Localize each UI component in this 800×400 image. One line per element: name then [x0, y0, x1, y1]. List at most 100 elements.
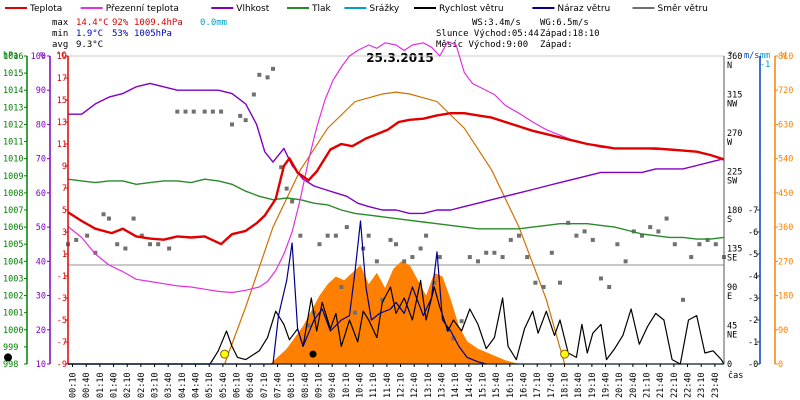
axis-title-time: čas [728, 370, 743, 381]
tick-label-time: 15:10 [479, 372, 489, 398]
wind-dir-point [533, 280, 538, 285]
tick-label-hpa: 998 [3, 360, 18, 370]
tick-label-hpa: 1010 [3, 155, 23, 165]
axes: 9989991000100110021003100410051006100710… [3, 52, 793, 398]
tick-label-time: 10:10 [342, 372, 352, 398]
tick-label-hpa: 1006 [3, 223, 23, 233]
wind-dir-point [101, 212, 106, 217]
tick-label-pct: 60 [36, 189, 46, 199]
tick-label-pct: 50 [36, 223, 46, 233]
wind-dir-point [476, 259, 480, 264]
stats-sun-set: Západ:18:10 [540, 29, 600, 39]
wind-dir-point [353, 310, 357, 315]
series-line [68, 279, 725, 365]
tick-label-w: 270 [778, 257, 793, 267]
stats-min-press: 1005hPa [134, 29, 172, 39]
tick-label-time: 18:40 [574, 372, 584, 398]
stats-sun: Slunce Východ:05:44 [436, 29, 539, 39]
tick-label-time: 22:10 [670, 372, 680, 398]
tick-label-time: 01:10 [96, 372, 106, 398]
wind-dir-point [672, 242, 677, 247]
wind-dir-point [713, 242, 718, 247]
series-sun-arc [224, 91, 566, 365]
tick-label-w: 630 [778, 120, 793, 130]
wind-dir-point [689, 255, 694, 260]
wind-dir-point [664, 216, 669, 221]
wind-dir-point [388, 237, 393, 242]
tick-label-deg: 180 [727, 206, 742, 216]
tick-label-hpa: 1004 [3, 257, 23, 267]
tick-label-time: 13:10 [424, 372, 434, 398]
tick-label-hpa: 1002 [3, 292, 23, 302]
wind-dir-point [210, 109, 215, 114]
wind-dir-point [344, 225, 349, 230]
tick-label-deg: 360 [727, 52, 742, 62]
wind-dir-point [432, 280, 437, 285]
wind-dir-point [582, 229, 587, 234]
tick-label-time: 12:40 [410, 372, 420, 398]
wind-dir-point [317, 242, 322, 247]
axis-title-hpa: hPa [3, 51, 18, 61]
tick-label-hpa: 1005 [3, 240, 23, 250]
tick-label-time: 03:10 [151, 372, 161, 398]
tick-label-time: 11:10 [369, 372, 379, 398]
tick-label-hpa: 1001 [3, 309, 23, 319]
wind-dir-point [219, 109, 224, 114]
tick-label-time: 09:10 [315, 372, 325, 398]
tick-label-time: 20:10 [615, 372, 625, 398]
tick-label-time: 07:10 [260, 372, 270, 398]
legend-label: Tlak [311, 4, 332, 14]
tick-label-ms: -4 [748, 272, 758, 282]
tick-label-deg: 135 [727, 245, 742, 255]
tick-label-w: 450 [778, 189, 793, 199]
wind-dir-point [467, 255, 472, 260]
tick-label-time: 03:40 [164, 372, 174, 398]
tick-label-deg-dir: NE [727, 331, 737, 341]
tick-label-time: 00:10 [69, 372, 79, 398]
axis-title-deg: ° [728, 51, 733, 61]
tick-label-degc: 7 [62, 184, 67, 194]
wind-dir-point [333, 233, 338, 238]
tick-label-time: 06:10 [233, 372, 243, 398]
wind-dir-point [517, 233, 521, 238]
tick-label-ms: -1 [748, 338, 758, 348]
wind-dir-point [93, 250, 98, 255]
tick-label-time: 20:40 [629, 372, 639, 398]
tick-label-time: 15:40 [492, 372, 502, 398]
tick-label-pct: 100 [31, 52, 46, 62]
wind-dir-point [243, 118, 248, 123]
tick-label-time: 07:40 [274, 372, 284, 398]
tick-label-mm: -1 [760, 60, 770, 70]
legend-label: Vlhkost [236, 4, 269, 14]
tick-label-time: 12:10 [397, 372, 407, 398]
wind-dir-point [437, 255, 442, 260]
tick-label-pct: 90 [36, 86, 46, 96]
legend-label: Srážky [369, 4, 400, 14]
sun-marker [560, 349, 570, 359]
wind-dir-point [139, 233, 144, 238]
tick-label-ms: -0 [748, 360, 758, 370]
wind-dir-point [230, 122, 234, 127]
wind-dir-point [167, 246, 172, 251]
tick-label-w: 810 [778, 52, 793, 62]
tick-label-time: 23:10 [697, 372, 707, 398]
wind-dir-point [590, 237, 595, 242]
tick-label-hpa: 1014 [3, 86, 23, 96]
tick-label-w: 180 [778, 292, 793, 302]
tick-label-w: 0 [778, 360, 783, 370]
tick-label-time: 04:40 [192, 372, 202, 398]
wind-dir-point [107, 216, 111, 221]
tick-label-degc: 13 [57, 118, 67, 128]
tick-label-pct: 30 [36, 292, 46, 302]
wind-dir-point [656, 229, 661, 234]
tick-label-deg: 225 [727, 168, 742, 178]
tick-label-time: 14:40 [465, 372, 475, 398]
tick-label-time: 05:40 [219, 372, 229, 398]
tick-label-deg: 90 [727, 283, 737, 293]
tick-label-degc: -5 [57, 316, 67, 326]
wind-dir-point [284, 186, 289, 191]
axis-title-w: W [781, 51, 787, 61]
wind-dir-point [394, 242, 398, 247]
sun-marker [220, 349, 230, 359]
